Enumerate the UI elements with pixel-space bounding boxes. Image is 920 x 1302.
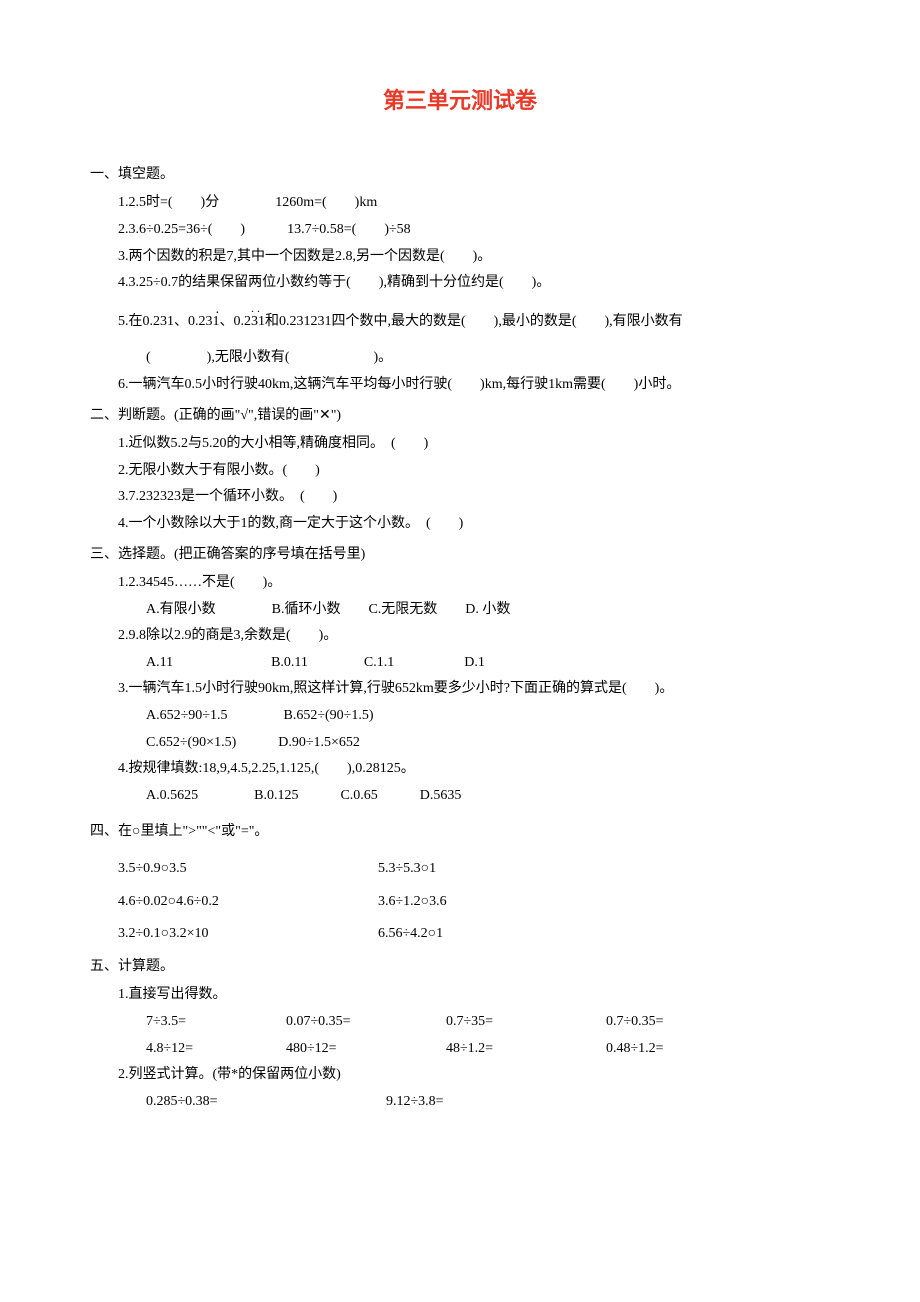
s1-q5-line2: ( ),无限小数有( )。 xyxy=(90,345,830,372)
s5-s1r1a: 7÷3.5= xyxy=(146,1009,286,1036)
s4-r2a: 4.6÷0.02○4.6÷0.2 xyxy=(118,889,378,916)
s1-q3: 3.两个因数的积是7,其中一个因数是2.8,另一个因数是( )。 xyxy=(90,244,830,271)
s3-q3-opts-ab: A.652÷90÷1.5 B.652÷(90÷1.5) xyxy=(90,703,830,730)
s4-row3: 3.2÷0.1○3.2×10 6.56÷4.2○1 xyxy=(90,921,830,948)
s4-r3b: 6.56÷4.2○1 xyxy=(378,921,443,948)
s1-q5-pre: 5.在0.231、0.23 xyxy=(118,314,213,329)
s5-s1-row2: 4.8÷12= 480÷12= 48÷1.2= 0.48÷1.2= xyxy=(90,1036,830,1063)
s5-s1r2b: 480÷12= xyxy=(286,1036,446,1063)
s1-q5-line1: 5.在0.231、0.231、0.231和0.231231四个数中,最大的数是(… xyxy=(90,309,830,336)
section2-header: 二、判断题。(正确的画"√",错误的画"✕") xyxy=(90,403,830,430)
s2-q3: 3.7.232323是一个循环小数。 ( ) xyxy=(90,484,830,511)
s1-q5-mid1: 、0.2 xyxy=(220,314,252,329)
s1-q6: 6.一辆汽车0.5小时行驶40km,这辆汽车平均每小时行驶( )km,每行驶1k… xyxy=(90,372,830,399)
s3-q2: 2.9.8除以2.9的商是3,余数是( )。 xyxy=(90,623,830,650)
s5-s2r1a: 0.285÷0.38= xyxy=(146,1089,386,1116)
s5-s2-row1: 0.285÷0.38= 9.12÷3.8= xyxy=(90,1089,830,1116)
s5-s1r2a: 4.8÷12= xyxy=(146,1036,286,1063)
s1-q1: 1.2.5时=( )分 1260m=( )km xyxy=(90,190,830,217)
s3-q2-opts: A.11 B.0.11 C.1.1 D.1 xyxy=(90,650,830,677)
s4-row1: 3.5÷0.9○3.5 5.3÷5.3○1 xyxy=(90,856,830,883)
s5-sub1: 1.直接写出得数。 xyxy=(90,982,830,1009)
s5-sub2: 2.列竖式计算。(带*的保留两位小数) xyxy=(90,1062,830,1089)
s4-r1a: 3.5÷0.9○3.5 xyxy=(118,856,378,883)
section3-header: 三、选择题。(把正确答案的序号填在括号里) xyxy=(90,542,830,569)
s5-s2r1b: 9.12÷3.8= xyxy=(386,1089,444,1116)
s1-q5-r2: 31 xyxy=(251,309,265,336)
s3-q3: 3.一辆汽车1.5小时行驶90km,照这样计算,行驶652km要多少小时?下面正… xyxy=(90,676,830,703)
s5-s1-row1: 7÷3.5= 0.07÷0.35= 0.7÷35= 0.7÷0.35= xyxy=(90,1009,830,1036)
s4-row2: 4.6÷0.02○4.6÷0.2 3.6÷1.2○3.6 xyxy=(90,889,830,916)
section4-header: 四、在○里填上">""<"或"="。 xyxy=(90,819,830,846)
s3-q4-opts: A.0.5625 B.0.125 C.0.65 D.5635 xyxy=(90,783,830,810)
section1-header: 一、填空题。 xyxy=(90,162,830,189)
page-title: 第三单元测试卷 xyxy=(90,80,830,122)
s3-q4: 4.按规律填数:18,9,4.5,2.25,1.125,( ),0.28125。 xyxy=(90,756,830,783)
s3-q1: 1.2.34545……不是( )。 xyxy=(90,570,830,597)
s3-q3-opts-cd: C.652÷(90×1.5) D.90÷1.5×652 xyxy=(90,730,830,757)
s5-s1r2c: 48÷1.2= xyxy=(446,1036,606,1063)
s5-s1r1d: 0.7÷0.35= xyxy=(606,1009,664,1036)
s2-q1: 1.近似数5.2与5.20的大小相等,精确度相同。 ( ) xyxy=(90,431,830,458)
s2-q2: 2.无限小数大于有限小数。( ) xyxy=(90,458,830,485)
s5-s1r1c: 0.7÷35= xyxy=(446,1009,606,1036)
s1-q5-mid2: 和0.231231四个数中,最大的数是( ),最小的数是( ),有限小数有 xyxy=(265,314,683,329)
s1-q2: 2.3.6÷0.25=36÷( ) 13.7÷0.58=( )÷58 xyxy=(90,217,830,244)
s1-q5-r1: 1 xyxy=(213,309,220,336)
s4-r3a: 3.2÷0.1○3.2×10 xyxy=(118,921,378,948)
s5-s1r2d: 0.48÷1.2= xyxy=(606,1036,664,1063)
s4-r2b: 3.6÷1.2○3.6 xyxy=(378,889,447,916)
s3-q1-opts: A.有限小数 B.循环小数 C.无限无数 D. 小数 xyxy=(90,597,830,624)
s2-q4: 4.一个小数除以大于1的数,商一定大于这个小数。 ( ) xyxy=(90,511,830,538)
s4-r1b: 5.3÷5.3○1 xyxy=(378,856,436,883)
s1-q4: 4.3.25÷0.7的结果保留两位小数约等于( ),精确到十分位约是( )。 xyxy=(90,270,830,297)
section5-header: 五、计算题。 xyxy=(90,954,830,981)
s5-s1r1b: 0.07÷0.35= xyxy=(286,1009,446,1036)
